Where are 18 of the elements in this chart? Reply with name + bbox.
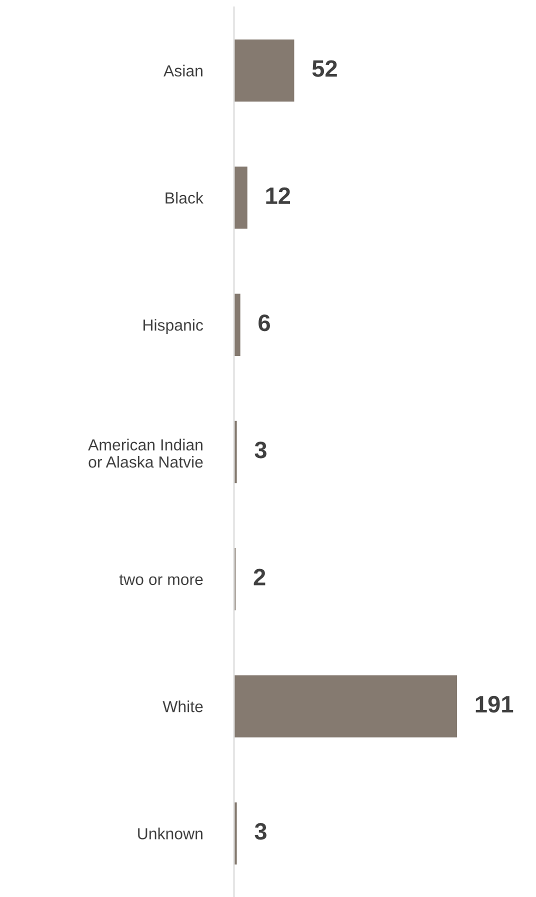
y-tick-label: Hispanic — [144, 319, 204, 334]
y-tick-label: White — [162, 700, 203, 712]
data-label: 3 — [254, 442, 266, 458]
data-label: 12 — [266, 187, 290, 204]
bar — [234, 292, 242, 358]
data-label: 191 — [476, 696, 514, 713]
y-tick-label: American Indian or Alaska Natvie — [88, 438, 203, 468]
y-tick-label: Unknown — [138, 828, 202, 840]
data-label: 52 — [312, 60, 337, 77]
bar — [234, 38, 296, 104]
y-tick-label: Black — [166, 192, 204, 204]
data-label: 2 — [254, 568, 266, 586]
bar — [234, 165, 249, 230]
y-tick-label: two or more — [119, 574, 203, 586]
data-label: 3 — [254, 823, 266, 840]
y-tick-label: Asian — [164, 64, 202, 77]
data-label: 6 — [258, 314, 270, 332]
bar — [234, 674, 458, 739]
